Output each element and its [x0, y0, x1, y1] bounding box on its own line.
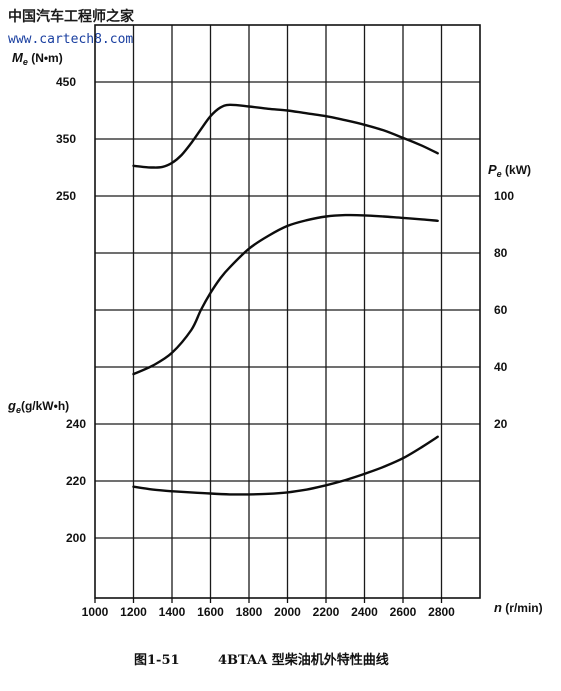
speed-axis-title: n (r/min)	[494, 600, 543, 615]
power-axis-title: Pe (kW)	[488, 162, 531, 179]
figure-caption-title: 4BTAA 型柴油机外特性曲线	[218, 652, 389, 668]
power-tick-label: 60	[494, 303, 508, 317]
tick-labels: 1000 1200 1400 1600 1800 2000 2200 2400 2600 2800…	[56, 75, 514, 619]
x-tick-label: 2000	[274, 605, 301, 619]
fuel-tick-label: 200	[66, 531, 86, 545]
power-tick-label: 20	[494, 417, 508, 431]
series-curve-ge	[132, 435, 439, 496]
x-tick-label: 2600	[390, 605, 417, 619]
torque-tick-label: 250	[56, 189, 76, 203]
x-tick-label: 2800	[428, 605, 455, 619]
torque-tick-label: 350	[56, 132, 76, 146]
fuel-axis-title: ge(g/kW•h)	[7, 398, 69, 415]
power-tick-label: 40	[494, 360, 508, 374]
x-tick-label: 1000	[82, 605, 109, 619]
chart-grid	[95, 25, 480, 598]
power-tick-label: 100	[494, 189, 514, 203]
power-tick-label: 80	[494, 246, 508, 260]
x-tick-label: 1400	[159, 605, 186, 619]
series-curve-me	[132, 103, 439, 169]
x-tick-label: 1600	[197, 605, 224, 619]
torque-tick-label: 450	[56, 75, 76, 89]
series-curve-pe	[132, 213, 439, 376]
figure-number: 图1-51	[134, 653, 180, 668]
x-tick-label: 1800	[236, 605, 263, 619]
fuel-tick-label: 220	[66, 474, 86, 488]
curves	[132, 103, 439, 496]
watermark-site-name: 中国汽车工程师之家	[8, 8, 135, 25]
fuel-tick-label: 240	[66, 417, 86, 431]
x-tick-label: 1200	[120, 605, 147, 619]
torque-axis-title: Me (N•m)	[12, 50, 63, 67]
x-tick-label: 2400	[351, 605, 378, 619]
watermark-url: www.cartech8.com	[8, 32, 133, 47]
x-tick-label: 2200	[313, 605, 340, 619]
